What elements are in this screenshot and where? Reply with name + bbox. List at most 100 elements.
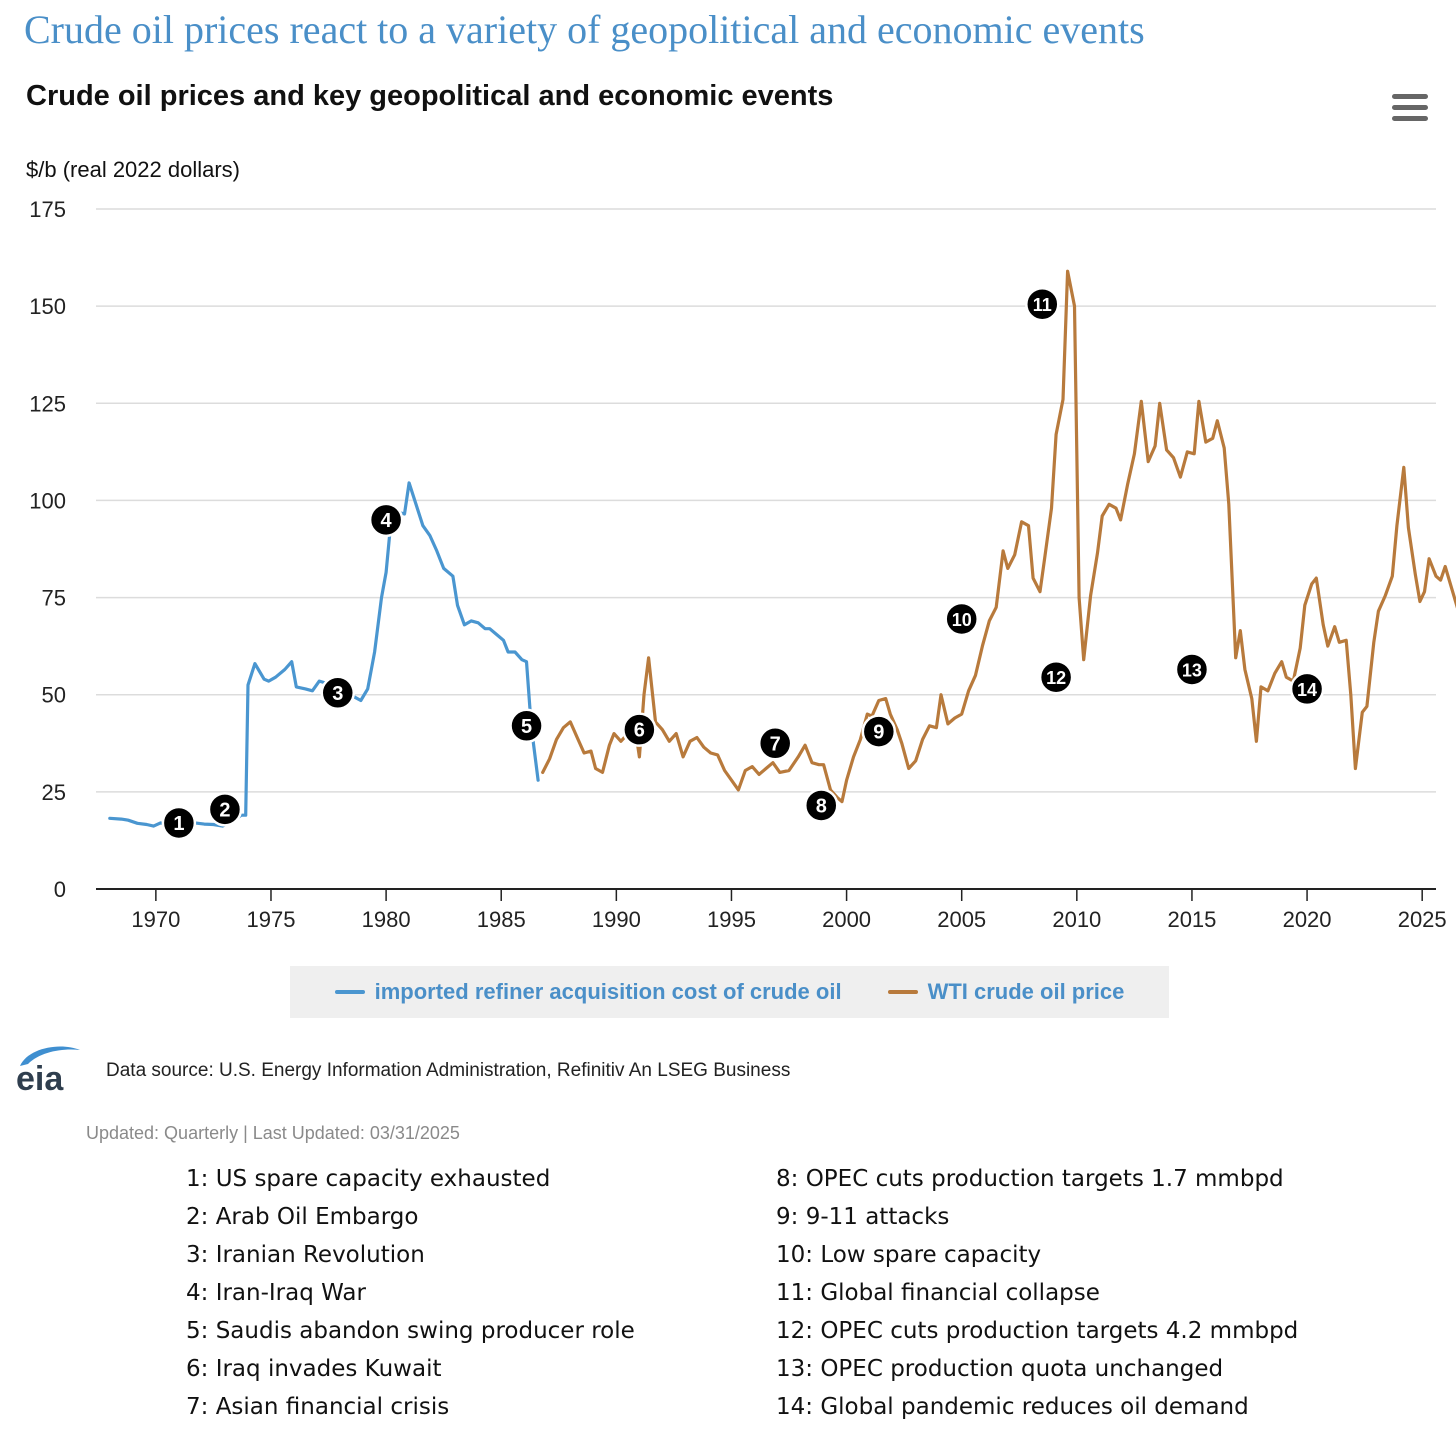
event-marker-circle [320, 675, 356, 711]
event-marker-6: 6 [622, 712, 657, 747]
event-item: 8: OPEC cuts production targets 1.7 mmbp… [776, 1166, 1284, 1192]
event-marker-8: 8 [804, 788, 839, 823]
y-axis-label: $/b (real 2022 dollars) [26, 157, 240, 182]
event-marker-label: 2 [219, 799, 230, 821]
legend-label: imported refiner acquisition cost of cru… [374, 979, 842, 1004]
event-marker-2: 2 [207, 792, 243, 827]
event-marker-label: 12 [1046, 668, 1066, 688]
event-marker-circle [207, 792, 243, 827]
legend-swatch-blue [334, 990, 365, 994]
event-marker-9: 9 [861, 714, 897, 749]
y-axis-ticks: 0 25 50 75 100 125 150 175 [29, 197, 66, 902]
event-item: 12: OPEC cuts production targets 4.2 mmb… [776, 1318, 1299, 1344]
x-tick-label: 2020 [1283, 907, 1332, 932]
event-marker-13: 13 [1174, 652, 1210, 687]
event-marker-circle [757, 726, 793, 761]
event-marker-3: 3 [320, 675, 356, 711]
y-tick-label: 25 [42, 780, 66, 805]
event-marker-14: 14 [1289, 671, 1325, 707]
last-updated: Updated: Quarterly | Last Updated: 03/31… [86, 1123, 460, 1143]
svg-text:eia: eia [16, 1060, 64, 1096]
event-item: 10: Low spare capacity [776, 1242, 1042, 1268]
event-item: 3: Iranian Revolution [186, 1242, 425, 1268]
event-marker-label: 1 [173, 813, 184, 835]
event-list-left: 1: US spare capacity exhausted 2: Arab O… [186, 1160, 635, 1426]
event-marker-5: 5 [509, 708, 544, 744]
x-tick-label: 2015 [1167, 907, 1216, 932]
x-tick-label: 1995 [707, 907, 756, 932]
event-marker-label: 13 [1182, 660, 1202, 680]
event-marker-circle [1289, 671, 1325, 707]
event-marker-7: 7 [757, 726, 793, 761]
x-tick-label: 1985 [477, 907, 526, 932]
event-marker-circle [804, 788, 839, 823]
event-item: 1: US spare capacity exhausted [186, 1166, 551, 1192]
event-marker-label: 5 [521, 716, 532, 738]
event-marker-label: 6 [634, 720, 645, 742]
event-item: 7: Asian financial crisis [186, 1394, 450, 1420]
event-item: 5: Saudis abandon swing producer role [186, 1318, 635, 1344]
x-tick-label: 1975 [247, 907, 296, 932]
y-tick-label: 0 [54, 877, 66, 902]
series-line-wti [541, 269, 1456, 804]
event-marker-circle [622, 712, 657, 747]
event-item: 9: 9-11 attacks [776, 1204, 950, 1230]
event-item: 4: Iran-Iraq War [186, 1280, 366, 1306]
event-item: 14: Global pandemic reduces oil demand [776, 1394, 1249, 1420]
y-tick-label: 175 [29, 197, 66, 222]
event-list-right: 8: OPEC cuts production targets 1.7 mmbp… [776, 1160, 1298, 1426]
legend-item-wti[interactable]: WTI crude oil price [887, 979, 1125, 1005]
x-tick-label: 2025 [1398, 907, 1447, 932]
event-marker-label: 14 [1297, 680, 1317, 700]
event-marker-10: 10 [944, 601, 979, 637]
y-tick-label: 150 [29, 294, 66, 319]
event-marker-label: 3 [332, 683, 343, 705]
gridlines [96, 208, 1436, 890]
event-marker-circle [509, 708, 544, 744]
event-marker-circle [944, 601, 979, 637]
event-marker-label: 7 [770, 733, 781, 755]
y-tick-label: 100 [29, 488, 66, 513]
data-source: Data source: U.S. Energy Information Adm… [106, 1060, 791, 1081]
x-tick-label: 2010 [1052, 907, 1101, 932]
x-axis-ticks: 1970 1975 1980 1985 1990 1995 2000 2005 2010 2015… [131, 889, 1447, 932]
page-title: Crude oil prices react to a variety of g… [24, 7, 1145, 52]
legend-label: WTI crude oil price [927, 979, 1125, 1004]
y-tick-label: 75 [42, 586, 66, 611]
legend-swatch-brown [887, 990, 918, 994]
event-marker-label: 8 [816, 795, 827, 817]
y-tick-label: 50 [42, 683, 66, 708]
event-marker-circle [1038, 659, 1074, 695]
event-marker-circle [1174, 652, 1210, 687]
event-marker-label: 10 [952, 610, 972, 630]
event-item: 2: Arab Oil Embargo [186, 1204, 419, 1230]
event-marker-circle [1025, 286, 1060, 322]
event-marker-label: 4 [381, 510, 393, 532]
x-tick-label: 2000 [822, 907, 871, 932]
event-marker-label: 9 [873, 722, 884, 744]
event-item: 6: Iraq invades Kuwait [186, 1356, 442, 1382]
x-tick-label: 1980 [362, 907, 411, 932]
legend: imported refiner acquisition cost of cru… [290, 966, 1169, 1018]
event-marker-12: 12 [1038, 659, 1074, 695]
event-marker-11: 11 [1025, 286, 1060, 322]
series-line-imported-refiner [108, 481, 540, 828]
x-tick-label: 2005 [937, 907, 986, 932]
hamburger-menu-icon[interactable] [1392, 94, 1428, 124]
event-marker-1: 1 [161, 805, 197, 841]
x-tick-label: 1970 [131, 907, 180, 932]
event-marker-circle [161, 805, 197, 841]
event-marker-label: 11 [1033, 295, 1052, 315]
event-item: 11: Global financial collapse [776, 1280, 1100, 1306]
chart-title: Crude oil prices and key geopolitical an… [26, 80, 834, 112]
event-marker-circle [861, 714, 897, 749]
y-tick-label: 125 [29, 391, 66, 416]
event-marker-4: 4 [368, 502, 404, 538]
event-marker-circle [368, 502, 404, 538]
x-tick-label: 1990 [592, 907, 641, 932]
eia-logo-icon: eia [16, 1046, 80, 1096]
event-item: 13: OPEC production quota unchanged [776, 1356, 1224, 1382]
legend-item-imported-refiner[interactable]: imported refiner acquisition cost of cru… [334, 979, 842, 1005]
line-chart: $/b (real 2022 dollars) 0255075100125150… [26, 157, 1456, 932]
